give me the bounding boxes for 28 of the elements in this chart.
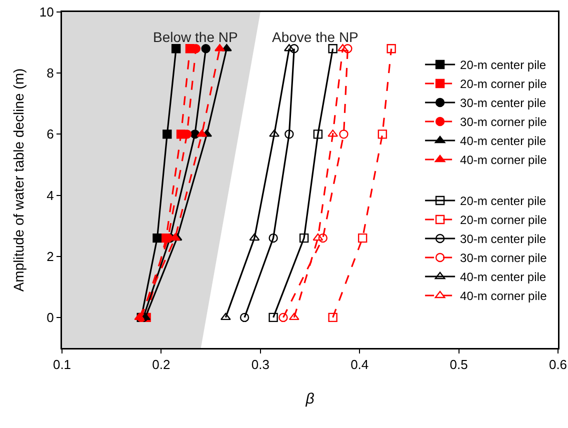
y-tick-label: 0 [46,310,54,325]
x-tick-label: 0.3 [251,357,270,372]
legend-label: 30-m center pile [460,232,546,246]
legend-label: 30-m corner pile [460,251,548,266]
legend-label: 30-m center pile [460,96,546,110]
legend-label: 20-m center pile [460,58,546,72]
y-tick-label: 2 [46,248,54,264]
y-tick-label: 4 [46,188,54,203]
y-tick-label: 6 [46,126,54,142]
annotation: Above the NP [272,29,358,45]
legend-label: 20-m corner pile [460,77,548,92]
legend-label: 30-m corner pile [460,115,548,130]
x-tick-label: 0.5 [450,357,468,372]
legend-label: 20-m center pile [460,194,546,208]
legend-label: 20-m corner pile [460,213,548,228]
legend-label: 40-m corner pile [460,153,548,168]
y-tick-label: 8 [46,66,54,81]
x-tick-label: 0.6 [548,357,568,372]
x-tick-label: 0.2 [152,357,170,372]
x-tick-label: 0.1 [52,357,72,372]
y-axis-title: Amplitude of water table decline (m) [10,68,26,292]
legend-label: 40-m center pile [460,134,546,148]
x-axis-title: β [304,390,315,408]
annotation: Below the NP [153,29,238,45]
legend-label: 40-m corner pile [460,289,548,304]
legend-label: 40-m center pile [460,270,546,284]
y-tick-label: 10 [39,4,54,20]
x-tick-label: 0.4 [350,357,369,372]
